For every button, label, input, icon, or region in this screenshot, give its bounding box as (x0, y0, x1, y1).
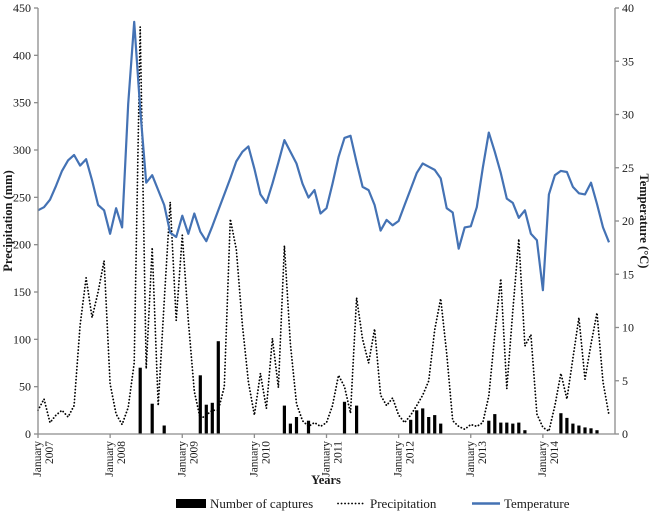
capture-bar (198, 375, 202, 434)
y-tick-label-left: 350 (13, 96, 31, 110)
capture-bar (355, 405, 359, 434)
capture-bar (162, 425, 166, 434)
capture-bar (294, 417, 299, 434)
y-tick-label-left: 400 (13, 48, 31, 62)
y-axis-title-left: Precipitation (mm) (1, 170, 15, 271)
capture-bar (511, 423, 515, 434)
y-tick-label-right: 0 (622, 427, 628, 441)
capture-bar (577, 425, 581, 434)
captures-legend-swatch (176, 499, 206, 508)
y-tick-label-right: 25 (622, 161, 634, 175)
precipitation-line (37, 25, 610, 433)
capture-bar (523, 430, 527, 434)
y-tick-label-left: 50 (19, 380, 31, 394)
y-axis-title-right: Temperature (°C) (637, 174, 650, 269)
y-tick-label-left: 300 (13, 143, 31, 157)
y-tick-label-right: 20 (622, 214, 634, 228)
capture-bar (138, 367, 142, 434)
capture-bar (565, 417, 569, 434)
plot-area: 0 50 100 150 200 250 300 350 400 450 0 5 10 15 20 25 30 3… (13, 1, 634, 477)
capture-bar (589, 428, 593, 434)
x-tick-label: January2012 (393, 441, 417, 477)
y-tick-label-right: 5 (622, 374, 628, 388)
y-tick-label-left: 100 (13, 332, 31, 346)
capture-bar (204, 404, 208, 434)
x-tick-label: January2009 (176, 441, 200, 477)
y-tick-label-right: 40 (622, 1, 634, 15)
capture-bar (493, 414, 497, 434)
axes (34, 7, 619, 438)
capture-bar (595, 430, 599, 434)
legend: Number of captures Precipitation Tempera… (176, 496, 570, 511)
capture-bar (288, 423, 292, 434)
capture-bar (306, 420, 311, 434)
capture-bar (559, 413, 563, 434)
temperature-line (37, 20, 611, 292)
capture-bar (433, 415, 437, 434)
y-tick-label-left: 450 (13, 1, 31, 15)
x-axis-title: Years (311, 473, 341, 487)
capture-bar (409, 419, 413, 434)
capture-bar (210, 402, 214, 434)
y-tick-label-right: 30 (622, 108, 634, 122)
capture-bar (499, 422, 503, 434)
capture-bar (439, 423, 443, 434)
captures-legend-label: Number of captures (210, 496, 313, 511)
capture-bar (216, 341, 220, 434)
y-tick-label-right: 10 (622, 321, 634, 335)
precipitation-legend-label: Precipitation (370, 496, 437, 511)
capture-bar (505, 422, 509, 434)
y-tick-label-left: 250 (13, 190, 31, 204)
x-tick-label: January2014 (537, 441, 561, 477)
capture-bar (342, 401, 347, 434)
capture-bar (282, 405, 286, 434)
x-tick-label: January2011 (321, 441, 345, 477)
temperature-legend-label: Temperature (504, 496, 570, 511)
capture-bar (487, 420, 491, 434)
capture-bar (427, 417, 431, 434)
x-tick-label: January2007 (32, 441, 56, 477)
y-tick-label-left: 150 (13, 285, 31, 299)
x-tick-label: January2008 (104, 441, 128, 477)
x-tick-label: January2010 (248, 441, 272, 477)
y-tick-label-right: 35 (622, 54, 634, 68)
captures-bars (138, 341, 599, 434)
capture-bar (517, 422, 521, 434)
y-tick-label-left: 0 (25, 427, 31, 441)
capture-bar (415, 410, 419, 434)
capture-bar (583, 427, 587, 434)
y-tick-label-right: 15 (622, 267, 634, 281)
capture-bar (150, 403, 154, 434)
capture-bar (571, 423, 575, 434)
y-tick-label-left: 200 (13, 238, 31, 252)
capture-bar (421, 408, 425, 434)
x-tick-label: January2013 (465, 441, 489, 477)
